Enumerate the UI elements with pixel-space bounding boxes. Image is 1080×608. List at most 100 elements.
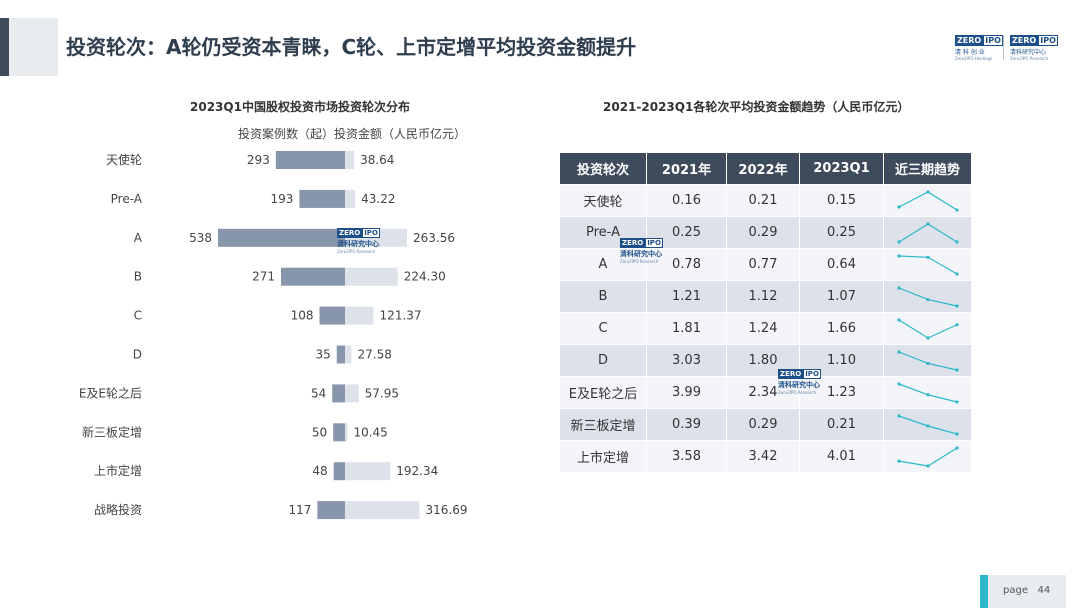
trend-table: 投资轮次 2021年 2022年 2023Q1 近三期趋势 天使轮 0.16 0.2… [559,152,972,473]
cell-value: 1.21 [647,281,726,312]
table-row: 上市定增 3.58 3.42 4.01 [560,441,971,472]
sparkline-line [898,446,957,467]
cell-value: 3.99 [647,377,726,408]
sparkline-point [896,204,901,209]
col-header-2021: 2021年 [647,153,726,184]
category-label: 新三板定增 [82,424,142,439]
header-band [0,18,58,76]
amount-value-label: 224.30 [404,270,446,284]
page-number-box [980,575,1066,608]
table-row: 新三板定增 0.39 0.29 0.21 [560,409,971,440]
category-label: B [134,270,142,284]
cell-value: 0.77 [727,249,799,280]
sparkline-point [954,431,959,436]
bar-amount [345,423,348,442]
bar-cases [281,267,345,286]
cell-value: 0.39 [647,409,726,440]
cell-round: Pre-A [560,217,646,248]
bar-amount [345,345,352,364]
sparkline-point [925,335,930,340]
col-header-trend: 近三期趋势 [884,153,971,184]
amount-value-label: 263.56 [413,231,455,245]
cell-value: 0.25 [800,217,883,248]
cases-value-label: 50 [312,425,327,439]
sparkline-point [925,297,930,301]
bar-chart: 天使轮 293 38.64 Pre-A 193 43.22 A 538 263.56 B 271 22… [79,151,467,520]
sparkline-point [925,423,930,428]
category-label: A [134,231,143,245]
cases-value-label: 54 [311,386,326,400]
cell-value: 1.24 [727,313,799,344]
table-row: E及E轮之后 3.99 2.34 1.23 [560,377,971,408]
amount-value-label: 192.34 [396,464,438,478]
cell-value: 0.64 [800,249,883,280]
sparkline-point [954,207,959,212]
trend-sparkline [884,281,971,312]
sparkline-point [954,399,959,404]
sparkline-point [896,253,901,258]
cell-value: 1.81 [647,313,726,344]
sparkline-point [954,239,959,244]
sparkline-point [896,413,901,418]
trend-sparkline [884,377,971,408]
sparkline-point [896,239,901,244]
sparkline-point [925,189,930,194]
table-row: Pre-A 0.25 0.29 0.25 [560,217,971,248]
table-row: D 3.03 1.80 1.10 [560,345,971,376]
sparkline-point [954,445,959,450]
cases-value-label: 193 [271,192,294,206]
bar-cases [319,306,345,325]
cell-value: 3.03 [647,345,726,376]
col-header-round: 投资轮次 [560,153,646,184]
bar-amount [345,462,391,481]
table-row: A 0.78 0.77 0.64 [560,249,971,280]
cell-value: 1.66 [800,313,883,344]
cell-value: 0.78 [647,249,726,280]
bar-amount [345,501,420,520]
trend-sparkline [884,441,971,472]
sparkline-point [925,463,930,468]
bar-amount [345,228,407,247]
sparkline-point [954,303,959,308]
table-row: C 1.81 1.24 1.66 [560,313,971,344]
sparkline-line [898,222,957,243]
sparkline-line [898,382,957,403]
table-row: B 1.21 1.12 1.07 [560,281,971,312]
col-header-2023q1: 2023Q1 [800,153,883,184]
cell-value: 3.58 [647,441,726,472]
zero2ipo-holdings-logo: ZERO IPO 清 科 创 业 Zero2IPO Holdings [955,35,1003,61]
sparkline-point [925,361,930,365]
category-label: 天使轮 [106,152,142,167]
cell-value: 2.34 [727,377,799,408]
bar-amount [345,189,356,208]
bar-cases [333,423,345,442]
cell-round: 新三板定增 [560,409,646,440]
cell-value: 0.15 [800,185,883,216]
bar-amount [345,306,374,325]
cases-value-label: 293 [247,153,270,167]
cases-value-label: 108 [291,309,314,323]
cell-value: 1.80 [727,345,799,376]
cell-round: E及E轮之后 [560,377,646,408]
bar-cases [332,384,345,403]
sparkline-line [898,318,957,339]
cases-value-label: 48 [312,464,327,478]
cell-value: 0.25 [647,217,726,248]
cases-value-label: 35 [315,348,330,362]
sparkline-line [898,190,957,211]
cell-value: 1.07 [800,281,883,312]
trend-sparkline [884,345,971,376]
sparkline-point [896,349,901,354]
cell-round: B [560,281,646,312]
bar-cases [299,189,345,208]
bar-cases [333,462,345,481]
amount-value-label: 121.37 [380,309,422,323]
bar-chart-title: 2023Q1中国股权投资市场投资轮次分布 [190,100,410,114]
cases-value-label: 271 [252,270,275,284]
bar-cases [218,228,345,247]
sparkline-point [925,221,930,226]
logo-divider [1003,36,1004,60]
trend-sparkline [884,185,971,216]
amount-value-label: 316.69 [425,503,467,517]
cell-value: 0.16 [647,185,726,216]
